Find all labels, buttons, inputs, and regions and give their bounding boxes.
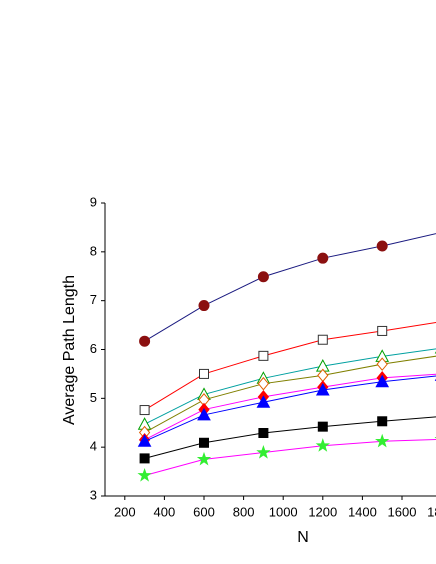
marker [139, 405, 150, 416]
marker [256, 445, 271, 459]
y-tick-label: 5 [90, 390, 97, 405]
x-tick-label: 1200 [308, 504, 337, 519]
series-line [144, 233, 436, 342]
x-tick-label: 600 [193, 504, 215, 519]
marker [197, 407, 211, 421]
y-tick-label: 3 [90, 487, 97, 502]
series-line [144, 355, 436, 433]
x-tick-label: 1800 [427, 504, 436, 519]
marker [258, 428, 269, 439]
series-line [144, 373, 436, 441]
series-line [144, 375, 436, 442]
marker [315, 382, 330, 396]
marker [137, 434, 152, 447]
marker [375, 433, 390, 448]
y-axis-label: Average Path Length [61, 275, 78, 425]
y-tick-label: 8 [90, 243, 97, 258]
series-line [144, 322, 436, 411]
marker [317, 334, 328, 345]
series-line [144, 348, 436, 425]
marker [375, 374, 390, 388]
x-tick-label: 1000 [269, 504, 298, 519]
marker [258, 350, 269, 361]
marker [317, 421, 328, 432]
marker [377, 416, 388, 427]
marker [376, 240, 388, 252]
x-tick-label: 400 [154, 504, 176, 519]
marker [315, 438, 330, 452]
marker [376, 357, 388, 371]
y-tick-label: 7 [90, 292, 97, 307]
marker [199, 368, 209, 379]
x-tick-label: 1400 [348, 504, 377, 519]
series-line [144, 439, 436, 476]
y-tick-label: 4 [90, 439, 97, 454]
y-tick-label: 6 [90, 341, 97, 356]
marker [377, 325, 388, 336]
marker [196, 451, 212, 466]
marker [199, 437, 209, 448]
marker [317, 252, 329, 264]
x-tick-label: 800 [233, 504, 255, 519]
marker [256, 395, 271, 408]
y-tick-label: 9 [90, 194, 97, 209]
marker [137, 467, 152, 482]
marker [139, 335, 151, 347]
marker [257, 376, 270, 391]
x-tick-label: 200 [114, 504, 136, 519]
x-tick-label: 1600 [388, 504, 417, 519]
marker [139, 453, 150, 464]
marker [257, 271, 269, 283]
x-axis-label: N [297, 529, 309, 546]
marker [198, 300, 210, 312]
series-line [144, 416, 436, 459]
